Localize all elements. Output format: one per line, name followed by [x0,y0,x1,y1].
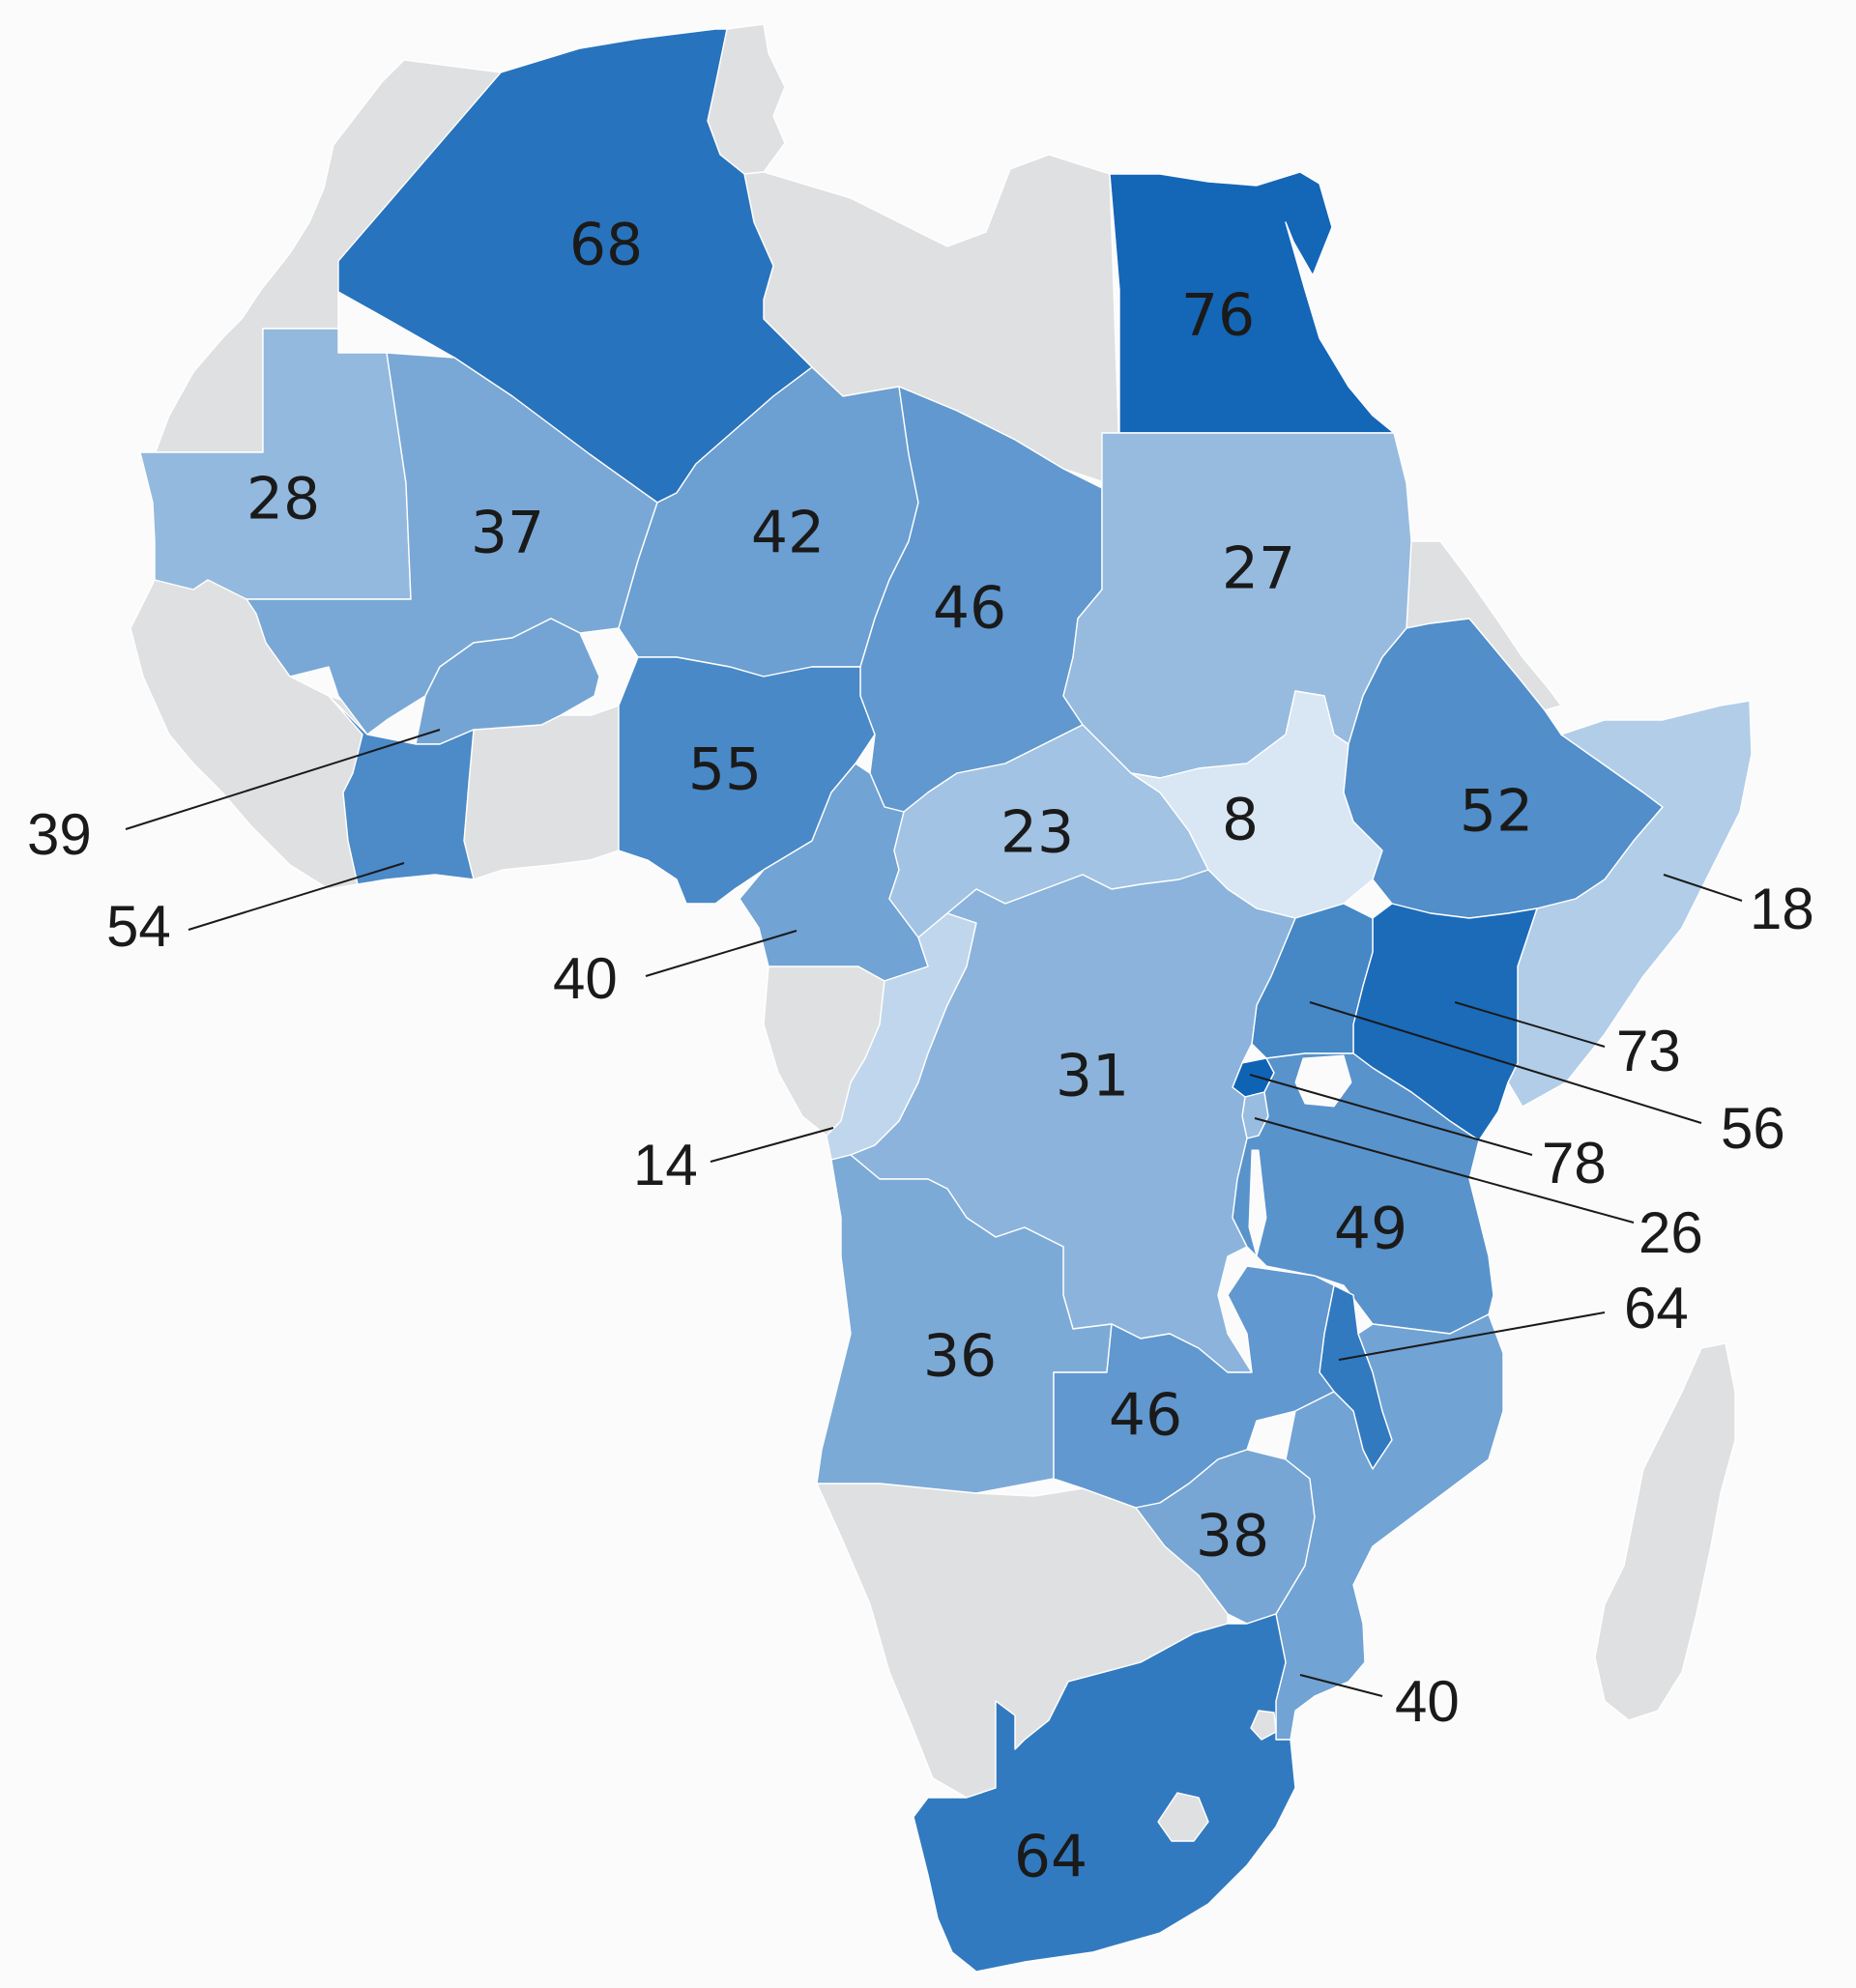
label-ethiopia: 52 [1460,778,1533,846]
region-south-africa [913,1613,1296,1973]
label-south-sudan: 8 [1222,787,1259,854]
no-data-layer [130,23,1736,1799]
label-nigeria: 55 [688,736,762,804]
callout-burkina-faso: 39 [27,802,92,867]
data-layer [139,28,1753,1973]
leader-cote-divoire [188,862,405,931]
label-zambia: 46 [1109,1382,1182,1450]
label-south-africa: 64 [1014,1824,1088,1891]
leader-congo [710,1127,834,1163]
callout-kenya: 73 [1616,1019,1681,1083]
callout-mozambique: 40 [1395,1669,1460,1734]
label-angola: 36 [923,1323,997,1391]
label-central-african-republic: 23 [1000,799,1074,867]
lake-victoria [1294,1054,1352,1108]
callout-somalia: 18 [1750,877,1814,941]
callout-labels: 39 54 40 14 18 73 56 78 26 64 40 [27,802,1814,1734]
region-ghana-togo-benin [463,705,620,880]
callout-uganda: 56 [1721,1096,1785,1161]
label-mauritania: 28 [246,466,320,533]
leader-kenya [1454,1001,1606,1048]
label-dr-congo: 31 [1056,1043,1129,1110]
region-labels: 68 76 28 37 42 46 27 55 23 8 52 31 49 36… [246,212,1533,1891]
label-egypt: 76 [1181,282,1255,350]
lake-tanganyika [1248,1149,1267,1258]
region-mozambique [1275,1313,1504,1741]
label-sudan: 27 [1222,535,1295,603]
leader-burundi [1254,1117,1635,1224]
region-mauritania [139,328,412,600]
callout-burundi: 26 [1638,1200,1703,1265]
region-cote-divoire [328,695,475,885]
region-madagascar [1594,1342,1736,1721]
leader-burkina-faso [125,729,441,830]
leader-cameroon [645,930,798,977]
label-algeria: 68 [569,212,643,279]
lakes [1248,1054,1352,1258]
label-niger: 42 [751,500,825,567]
leader-malawi [1338,1311,1606,1361]
label-tanzania: 49 [1334,1196,1407,1263]
leader-uganda [1309,1001,1702,1124]
callout-congo: 14 [633,1133,698,1197]
callout-malawi: 64 [1624,1276,1689,1340]
label-zimbabwe: 38 [1196,1503,1269,1570]
leader-rwanda [1249,1074,1533,1156]
callout-rwanda: 78 [1542,1131,1607,1196]
region-somalia [1507,700,1753,1108]
leader-somalia [1663,874,1743,902]
region-eswatini [1250,1710,1277,1741]
label-mali: 37 [471,500,544,567]
callout-cameroon: 40 [553,946,618,1011]
label-chad: 46 [933,575,1006,643]
leader-lines [125,729,1743,1697]
callout-cote-divoire: 54 [106,894,171,959]
region-lesotho [1157,1792,1209,1842]
leader-mozambique [1299,1674,1383,1697]
